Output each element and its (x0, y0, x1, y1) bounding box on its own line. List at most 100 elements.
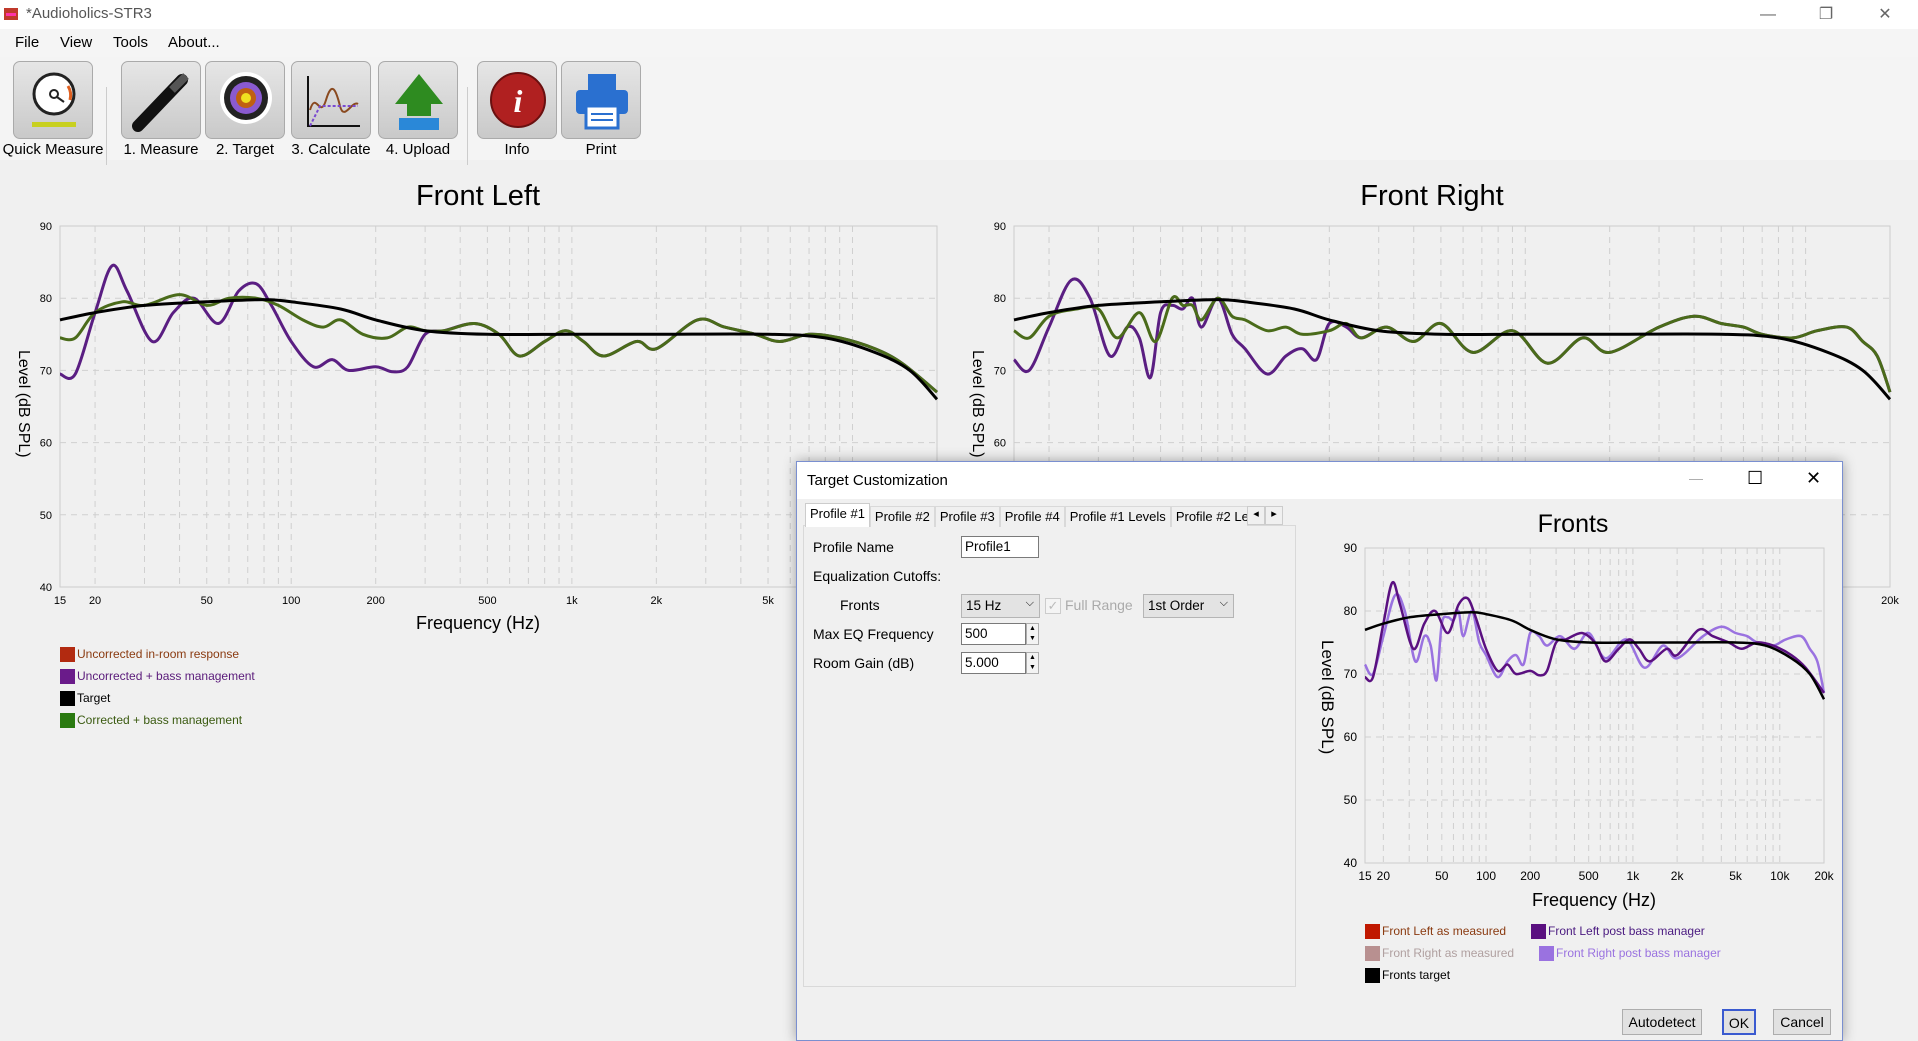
close-button[interactable]: ✕ (1878, 6, 1892, 23)
autodetect-button[interactable]: Autodetect (1622, 1009, 1702, 1035)
legend-label: Corrected + bass management (77, 713, 243, 727)
full-range-checkbox[interactable]: ✓ (1045, 598, 1061, 614)
order-value: 1st Order (1148, 598, 1205, 613)
tab-profile-1[interactable]: Profile #1 (805, 503, 870, 527)
x-tick-label: 200 (1520, 869, 1540, 883)
chart-title-front-right: Front Right (1360, 180, 1504, 212)
tab-profile-2[interactable]: Profile #2 (869, 506, 935, 527)
x-tick-label: 1k (566, 595, 578, 607)
y-tick-label: 70 (1344, 667, 1358, 681)
dialog-maximize-button[interactable]: ☐ (1747, 468, 1764, 488)
legend-swatch (1539, 945, 1554, 961)
series-line-front-left-post-bass-manager (1364, 580, 1826, 694)
x-tick-label: 15 (54, 595, 66, 607)
dialog-close-button[interactable]: ✕ (1806, 468, 1822, 488)
print-button[interactable] (561, 61, 641, 139)
x-tick-label: 2k (1671, 869, 1685, 883)
legend-label: Front Right as measured (1382, 946, 1515, 960)
max-eq-spinner[interactable]: ▲ ▼ (1026, 623, 1039, 645)
calculate-button[interactable] (291, 61, 371, 139)
series-line-fronts-target (1364, 611, 1826, 700)
dialog-minimize-button[interactable]: — (1689, 470, 1703, 486)
max-eq-frequency-input[interactable]: 500 (961, 623, 1026, 645)
upload-label: 4. Upload (385, 141, 451, 158)
fronts-label: Fronts (840, 597, 880, 613)
toolbar: Quick Measure 1. Measure 2. Target 3. Ca… (0, 57, 1918, 165)
cancel-button[interactable]: Cancel (1773, 1009, 1831, 1035)
menu-about[interactable]: About... (168, 34, 220, 51)
tab-profile-2-levels[interactable]: Profile #2 Le (1170, 506, 1247, 527)
tab-profile-1-levels[interactable]: Profile #1 Levels (1064, 506, 1171, 527)
y-axis-label: Level (dB SPL) (969, 350, 986, 458)
y-tick-label: 40 (40, 582, 52, 594)
dialog-title-bar: Target Customization — ☐ ✕ (797, 462, 1842, 499)
x-tick-label: 50 (201, 595, 213, 607)
title-bar: *Audioholics-STR3 — ❐ ✕ (0, 0, 1918, 29)
legend-label: Front Left as measured (1382, 924, 1507, 938)
x-tick-label: 200 (367, 595, 385, 607)
upload-button[interactable] (378, 61, 458, 139)
series-line-target (59, 298, 939, 401)
legend-item: Uncorrected + bass management (60, 667, 255, 685)
upload-icon (395, 74, 443, 130)
y-tick-label: 60 (40, 438, 52, 450)
tab-scroll-right-button[interactable]: ▸ (1265, 506, 1283, 525)
menu-view[interactable]: View (60, 34, 93, 51)
legend-label: Fronts target (1382, 968, 1451, 982)
measure-button[interactable] (121, 61, 201, 139)
info-button[interactable]: i (477, 61, 557, 139)
legend-front-left: Uncorrected in-room response Uncorrected… (60, 645, 255, 729)
x-tick-label: 50 (1435, 869, 1449, 883)
menu-file[interactable]: File (15, 34, 40, 51)
max-eq-frequency-label: Max EQ Frequency (813, 626, 934, 642)
y-tick-label: 80 (994, 293, 1006, 305)
ok-button[interactable]: OK (1722, 1009, 1756, 1035)
x-tick-label: 5k (762, 595, 774, 607)
restore-button[interactable]: ❐ (1818, 6, 1834, 23)
quick-measure-button[interactable] (13, 61, 93, 139)
legend-label: Target (77, 691, 111, 705)
y-tick-label: 80 (40, 293, 52, 305)
menu-tools[interactable]: Tools (113, 34, 149, 51)
eq-cutoffs-label: Equalization Cutoffs: (813, 568, 942, 584)
order-select[interactable]: 1st Order ⌵ (1143, 594, 1234, 618)
tab-scroll-left-button[interactable]: ◂ (1247, 506, 1265, 525)
plot-area (1364, 547, 1825, 864)
x-tick-label: 20k (1814, 869, 1834, 883)
x-tick-label: 20k (1881, 595, 1899, 607)
chevron-down-icon: ⌵ (1025, 597, 1034, 609)
target-button[interactable] (205, 61, 285, 139)
chart-title-front-left: Front Left (415, 180, 541, 212)
profile-tabs: Profile #1 Profile #2 Profile #3 Profile… (805, 503, 1247, 527)
legend-label: Front Right post bass manager (1556, 946, 1721, 960)
legend-label: Front Left post bass manager (1548, 924, 1705, 938)
y-tick-label: 40 (1344, 856, 1358, 870)
y-tick-label: 50 (1344, 793, 1358, 807)
legend-swatch (1365, 967, 1380, 983)
y-tick-label: 70 (994, 365, 1006, 377)
y-tick-label: 90 (994, 221, 1006, 233)
minimize-button[interactable]: — (1760, 6, 1776, 23)
legend-label: Uncorrected in-room response (77, 647, 240, 661)
room-gain-spinner[interactable]: ▲ ▼ (1026, 652, 1039, 674)
fronts-y-axis-label: Level (dB SPL) (1318, 640, 1337, 755)
x-tick-label: 10k (1770, 869, 1790, 883)
fronts-chart: 40 50 60 70 80 90 15 20 50 100 200 500 1k 2k 5k 10k 20k (1344, 541, 1835, 883)
x-tick-label: 500 (478, 595, 496, 607)
fronts-x-axis-label: Frequency (Hz) (1531, 890, 1657, 910)
legend-item: Front Right as measured (1365, 944, 1514, 962)
chevron-down-icon: ⌵ (1219, 597, 1228, 609)
fronts-cutoff-select[interactable]: 15 Hz ⌵ (961, 594, 1040, 618)
series-line-target (1013, 298, 1892, 401)
legend-swatch (60, 712, 75, 728)
x-tick-label: 1k (1627, 869, 1641, 883)
legend-item: Front Right post bass manager (1539, 944, 1721, 962)
tab-profile-4[interactable]: Profile #4 (999, 506, 1065, 527)
x-tick-label: 100 (1476, 869, 1496, 883)
profile-name-input[interactable]: Profile1 (961, 536, 1039, 558)
microphone-icon (132, 73, 189, 132)
info-label: Info (504, 141, 530, 158)
tab-profile-3[interactable]: Profile #3 (934, 506, 1000, 527)
room-gain-input[interactable]: 5.000 (961, 652, 1026, 674)
toolbar-separator (106, 87, 107, 165)
